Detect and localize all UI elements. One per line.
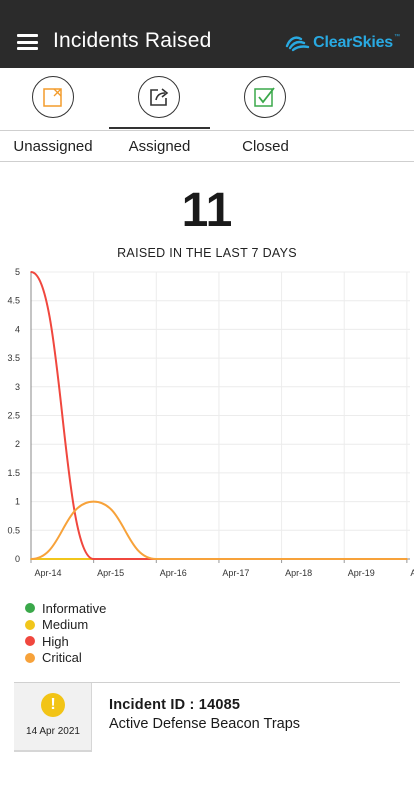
data-point-critical (343, 558, 346, 560)
incident-id: Incident ID : 14085 (109, 697, 241, 713)
y-tick-label: 1 (15, 497, 20, 507)
tab-closed[interactable]: Closed (215, 68, 316, 162)
y-tick-label: 1.5 (7, 468, 20, 478)
y-tick-label: 3.5 (7, 353, 20, 363)
incident-tabs: Unassigned Assigned Closed (0, 68, 414, 162)
brand-name: ClearSkies (313, 34, 393, 51)
legend-label-medium: Medium (42, 617, 89, 633)
y-tick-label: 4 (15, 324, 20, 334)
data-point-critical (280, 558, 283, 560)
tab-closed-label: Closed (242, 138, 289, 155)
y-tick-label: 5 (15, 267, 20, 277)
incidents-chart: 0 0.5 1 1.5 2 2.5 3 3.5 4 4.5 5 Apr-14 Apr-15 Apr-16 A… (0, 262, 414, 584)
incident-card-bottom-edge (14, 750, 92, 752)
unassigned-icon (43, 88, 62, 107)
data-point-critical (406, 558, 408, 560)
x-tick-label: Apr-18 (285, 568, 312, 578)
tab-unassigned-label: Unassigned (13, 138, 93, 155)
y-tick-label: 4.5 (7, 296, 20, 306)
legend-label-critical: Critical (42, 650, 82, 666)
x-tick-label: Apr-16 (160, 568, 187, 578)
y-tick-label: 3 (15, 382, 20, 392)
selected-tab-indicator (109, 127, 210, 129)
y-tick-label: 0.5 (7, 525, 20, 535)
incidents-line-chart: 0 0.5 1 1.5 2 2.5 3 3.5 4 4.5 5 Apr-14 Apr-15 Apr-16 A… (7, 267, 414, 578)
closed-icon-circle (244, 76, 286, 118)
data-point-high (92, 558, 95, 560)
incident-date: 14 Apr 2021 (26, 726, 80, 737)
unassigned-icon-circle (32, 76, 74, 118)
assigned-icon-circle (138, 76, 180, 118)
legend-label-informative: Informative (42, 600, 107, 616)
data-point-critical (92, 500, 95, 503)
warning-icon: ! (41, 693, 65, 717)
legend-item-high: High (25, 633, 106, 650)
y-tick-label: 2.5 (7, 411, 20, 421)
incident-name: Active Defense Beacon Traps (109, 716, 301, 732)
data-point-critical (218, 558, 220, 560)
x-tick-label: Apr-17 (222, 568, 249, 578)
trademark-mark: ™ (394, 34, 400, 40)
incident-count: 11 (181, 184, 233, 237)
legend-dot-critical (25, 652, 35, 663)
legend-dot-medium (25, 619, 35, 630)
app-header: Incidents Raised ClearSkies ™ (0, 0, 414, 68)
legend-dot-informative (25, 603, 35, 614)
page-title: Incidents Raised (53, 29, 212, 52)
x-tick-label: Apr-20 (410, 568, 414, 578)
tab-assigned-label: Assigned (128, 138, 191, 155)
tab-divider (0, 130, 414, 131)
menu-icon[interactable] (17, 34, 38, 50)
assigned-icon (150, 88, 169, 106)
closed-icon (254, 87, 275, 107)
tab-assigned[interactable]: Assigned (109, 68, 210, 162)
tab-unassigned[interactable]: Unassigned (0, 68, 106, 162)
legend-item-medium: Medium (25, 617, 106, 634)
legend-dot-high (25, 636, 35, 647)
legend-label-high: High (42, 633, 69, 649)
x-tick-label: Apr-19 (348, 568, 375, 578)
chart-legend: Informative Medium High Critical (25, 600, 106, 666)
incident-date-panel: ! 14 Apr 2021 (14, 683, 92, 751)
incident-count-caption: RAISED IN THE LAST 7 DAYS (117, 246, 297, 260)
x-tick-label: Apr-14 (34, 568, 61, 578)
y-tick-label: 2 (15, 439, 20, 449)
x-tick-label: Apr-15 (97, 568, 124, 578)
data-point-critical (30, 558, 32, 560)
brand-logo: ClearSkies ™ (284, 34, 400, 52)
data-point-high (30, 271, 32, 273)
data-point-critical (155, 558, 158, 560)
clearskies-logo-icon (285, 36, 310, 52)
legend-item-informative: Informative (25, 600, 106, 617)
y-tick-label: 0 (15, 554, 20, 564)
legend-item-critical: Critical (25, 650, 106, 667)
incident-card[interactable]: ! 14 Apr 2021 Incident ID : 14085 Active… (14, 682, 400, 751)
